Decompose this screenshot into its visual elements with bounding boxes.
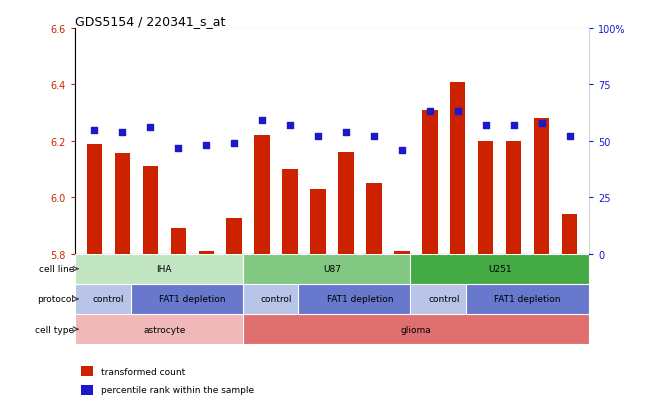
Bar bbox=[171, 229, 186, 254]
Bar bbox=[131, 284, 254, 314]
Text: FAT1 depletion: FAT1 depletion bbox=[159, 295, 225, 304]
Point bbox=[452, 109, 463, 116]
Bar bbox=[395, 251, 409, 254]
Bar bbox=[75, 254, 254, 284]
Bar bbox=[367, 184, 381, 254]
Bar bbox=[243, 314, 589, 344]
Point bbox=[285, 122, 296, 129]
Bar bbox=[339, 153, 353, 254]
Text: control: control bbox=[428, 295, 460, 304]
Point bbox=[564, 134, 575, 140]
Bar bbox=[478, 141, 493, 254]
Bar bbox=[143, 167, 158, 254]
Point bbox=[368, 134, 379, 140]
Text: U87: U87 bbox=[323, 265, 341, 273]
Bar bbox=[466, 284, 589, 314]
Point bbox=[173, 145, 184, 152]
Text: cell type: cell type bbox=[35, 325, 74, 334]
Bar bbox=[243, 284, 310, 314]
Point bbox=[340, 129, 351, 136]
Text: IHA: IHA bbox=[156, 265, 172, 273]
Bar bbox=[199, 251, 214, 254]
Point bbox=[396, 147, 407, 154]
Bar bbox=[422, 111, 437, 254]
Text: glioma: glioma bbox=[400, 325, 431, 334]
Bar bbox=[562, 215, 577, 254]
Text: GDS5154 / 220341_s_at: GDS5154 / 220341_s_at bbox=[75, 15, 225, 28]
Bar bbox=[534, 119, 549, 254]
Point bbox=[117, 129, 128, 136]
Bar bbox=[75, 314, 254, 344]
Bar bbox=[283, 170, 298, 254]
Point bbox=[480, 122, 491, 129]
Bar bbox=[75, 284, 142, 314]
Text: astrocyte: astrocyte bbox=[143, 325, 186, 334]
Text: cell line: cell line bbox=[39, 265, 74, 273]
Text: FAT1 depletion: FAT1 depletion bbox=[327, 295, 393, 304]
Bar bbox=[227, 219, 242, 254]
Text: transformed count: transformed count bbox=[101, 367, 185, 376]
Text: protocol: protocol bbox=[37, 295, 74, 304]
Point bbox=[508, 122, 519, 129]
Point bbox=[145, 125, 156, 131]
Bar bbox=[311, 189, 326, 254]
Point bbox=[313, 134, 324, 140]
Bar bbox=[450, 82, 465, 254]
Point bbox=[229, 140, 240, 147]
Point bbox=[536, 120, 547, 127]
Text: U251: U251 bbox=[488, 265, 512, 273]
Bar bbox=[255, 136, 270, 254]
Text: control: control bbox=[260, 295, 292, 304]
Text: percentile rank within the sample: percentile rank within the sample bbox=[101, 385, 254, 394]
Bar bbox=[75, 29, 589, 254]
Point bbox=[257, 118, 268, 124]
Point bbox=[89, 127, 100, 133]
Point bbox=[424, 109, 435, 116]
Bar bbox=[506, 141, 521, 254]
Bar bbox=[87, 144, 102, 254]
Bar bbox=[410, 284, 477, 314]
Text: FAT1 depletion: FAT1 depletion bbox=[494, 295, 561, 304]
Bar bbox=[298, 284, 421, 314]
Text: control: control bbox=[92, 295, 124, 304]
Point bbox=[201, 142, 212, 149]
Bar bbox=[243, 254, 421, 284]
Bar bbox=[115, 154, 130, 254]
Bar bbox=[410, 254, 589, 284]
Bar bbox=[75, 29, 589, 254]
